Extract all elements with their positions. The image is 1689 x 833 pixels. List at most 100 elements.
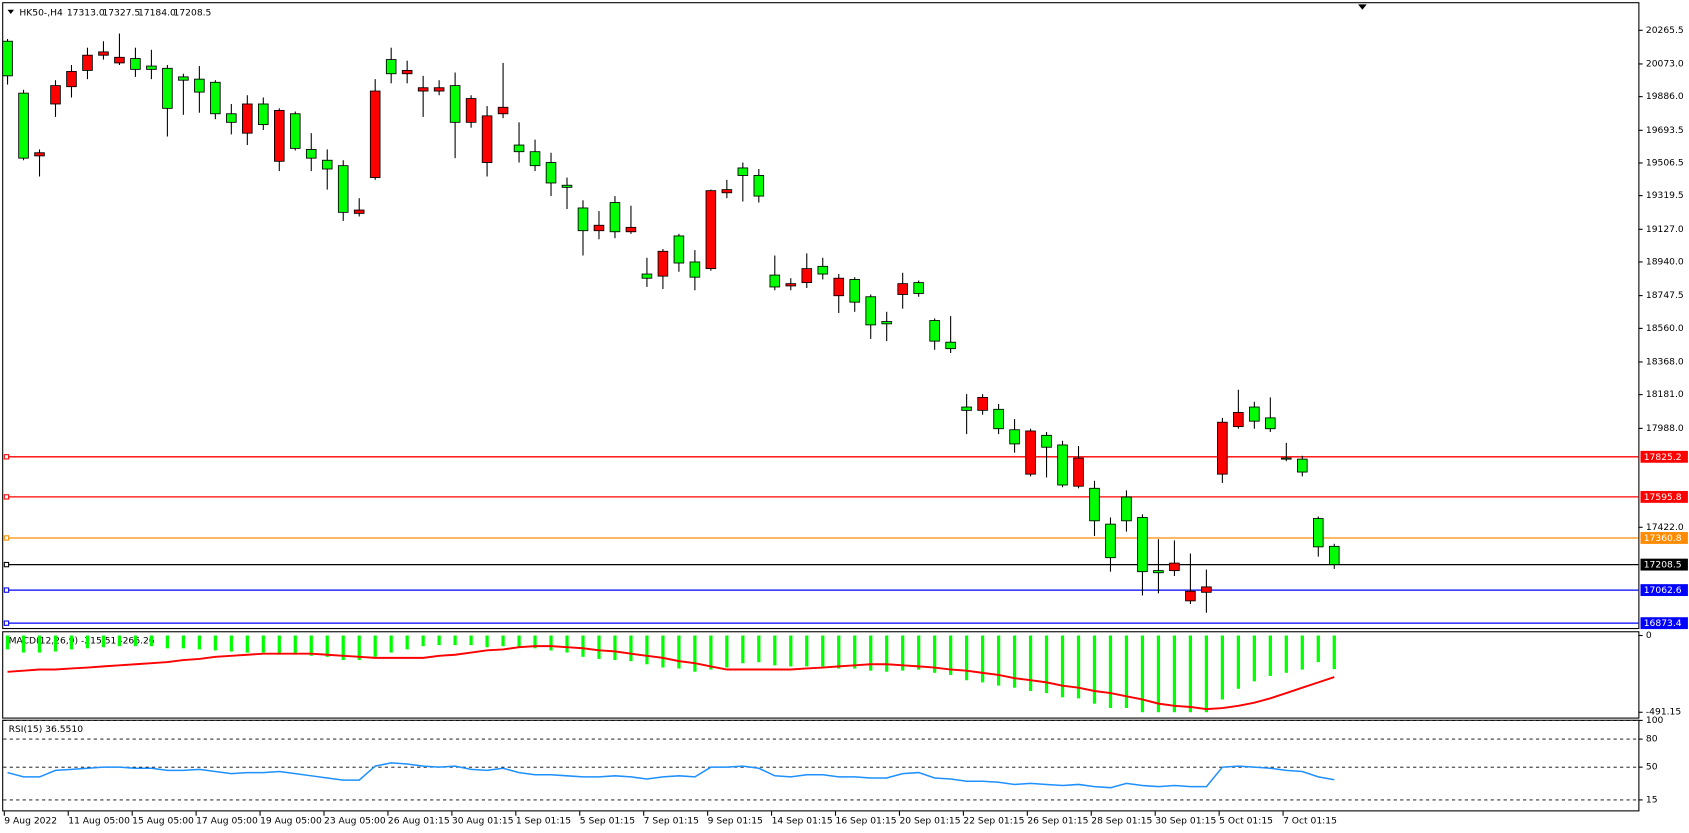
x-tick-label: 11 Aug 05:00 [68, 816, 130, 827]
candle-body [1281, 457, 1292, 460]
macd-bar [741, 635, 745, 664]
level-tag-label: 17360.8 [1644, 533, 1682, 544]
level-handle [3, 620, 10, 626]
macd-bar [1044, 635, 1049, 694]
macd-bar [996, 635, 1001, 686]
level-tag-label: 16873.4 [1644, 618, 1682, 629]
macd-bar [1012, 635, 1017, 688]
candle-body [2, 40, 13, 77]
macd-bar [1188, 635, 1193, 713]
candle-body [1297, 458, 1308, 473]
ohlc-close: 17208.5 [174, 7, 212, 18]
candle-body [1073, 457, 1084, 487]
macd-bar [5, 635, 10, 650]
candle-body [929, 320, 940, 342]
macd-bar [1156, 635, 1161, 713]
x-tick-label: 17 Aug 05:00 [196, 816, 258, 827]
y-tick-label: 15 [1646, 794, 1658, 805]
level-tag-label: 17825.2 [1644, 452, 1682, 463]
macd-bar [1108, 635, 1113, 708]
macd-bar [917, 635, 921, 670]
candle-body [34, 152, 45, 157]
macd-bar [581, 635, 585, 657]
x-tick-label: 9 Sep 01:15 [708, 816, 763, 827]
macd-bar [1332, 635, 1336, 670]
macd-bar [821, 635, 825, 667]
candle-body [833, 277, 845, 297]
candle-body [945, 341, 956, 350]
macd-bar [1076, 635, 1081, 699]
y-tick-label: 80 [1646, 734, 1658, 745]
candle-body [513, 144, 525, 153]
candle-body [66, 71, 77, 88]
macd-bar [1284, 635, 1288, 673]
macd-panel [2, 631, 1640, 719]
macd-bar [533, 635, 537, 649]
price-panel [2, 2, 1640, 630]
x-tick-label: 14 Sep 01:15 [772, 816, 833, 827]
candle-body [1057, 444, 1068, 486]
x-tick-label: 1 Sep 01:15 [516, 816, 571, 827]
menu-arrow[interactable] [7, 9, 15, 15]
macd-bar [661, 635, 665, 668]
candle-body [146, 65, 157, 70]
x-tick-label: 16 Sep 01:15 [836, 816, 897, 827]
candle-body [82, 54, 93, 71]
ohlc-low: 17184.0 [138, 7, 176, 18]
y-tick-label: 18368.0 [1646, 356, 1684, 367]
candle-body [961, 406, 972, 411]
level-handle [3, 561, 10, 568]
macd-bar [229, 635, 233, 652]
macd-bar [885, 635, 889, 672]
macd-bar [1300, 635, 1304, 670]
candle-body [1265, 417, 1276, 430]
candle-body [417, 87, 429, 92]
y-tick-label: -491.15 [1646, 707, 1681, 718]
macd-bar [325, 635, 329, 657]
candle-body [305, 148, 317, 159]
level-tag [1640, 490, 1688, 503]
macd-bar [453, 635, 457, 646]
candle-body [561, 184, 573, 188]
candle-body [465, 98, 477, 123]
candle-body [897, 283, 908, 295]
macd-bar [181, 635, 185, 649]
macd-bar [1252, 635, 1256, 682]
macd-bar [293, 635, 297, 655]
x-tick-label: 30 Sep 01:15 [1155, 816, 1216, 827]
macd-bar [773, 635, 777, 666]
macd-bar [805, 635, 809, 667]
macd-bar [261, 635, 265, 653]
y-tick-label: 100 [1646, 715, 1664, 726]
macd-bar [693, 635, 697, 672]
x-tick-label: 5 Sep 01:15 [580, 816, 635, 827]
candle-body [625, 226, 637, 233]
candle-body [321, 159, 333, 170]
macd-bar [853, 635, 857, 669]
macd-bar [1268, 635, 1272, 677]
macd-bar [789, 635, 793, 667]
rsi-title: RSI(15) 36.5510 [9, 724, 84, 735]
y-tick-label: 19319.5 [1646, 190, 1684, 201]
macd-bar [980, 635, 985, 683]
candle-body [1217, 421, 1228, 475]
macd-bar [85, 635, 90, 649]
candle-body [705, 190, 717, 270]
x-tick-label: 15 Aug 05:00 [132, 816, 194, 827]
macd-bar [1172, 635, 1177, 713]
macd-bar [613, 635, 617, 661]
candle-body [865, 296, 876, 326]
candle-body [114, 56, 125, 64]
symbol: HK50-,H4 [19, 7, 63, 18]
candle-body [481, 115, 493, 163]
x-tick-label: 26 Aug 01:15 [388, 816, 450, 827]
macd-bar [1220, 635, 1224, 700]
y-tick-label: 17422.0 [1646, 522, 1684, 533]
x-tick-label: 5 Oct 01:15 [1219, 816, 1273, 827]
y-tick-label: 19506.5 [1646, 157, 1684, 168]
level-tag [1640, 584, 1688, 597]
candle-body [1105, 523, 1116, 559]
candle-body [242, 103, 253, 134]
candle-body [337, 165, 349, 213]
